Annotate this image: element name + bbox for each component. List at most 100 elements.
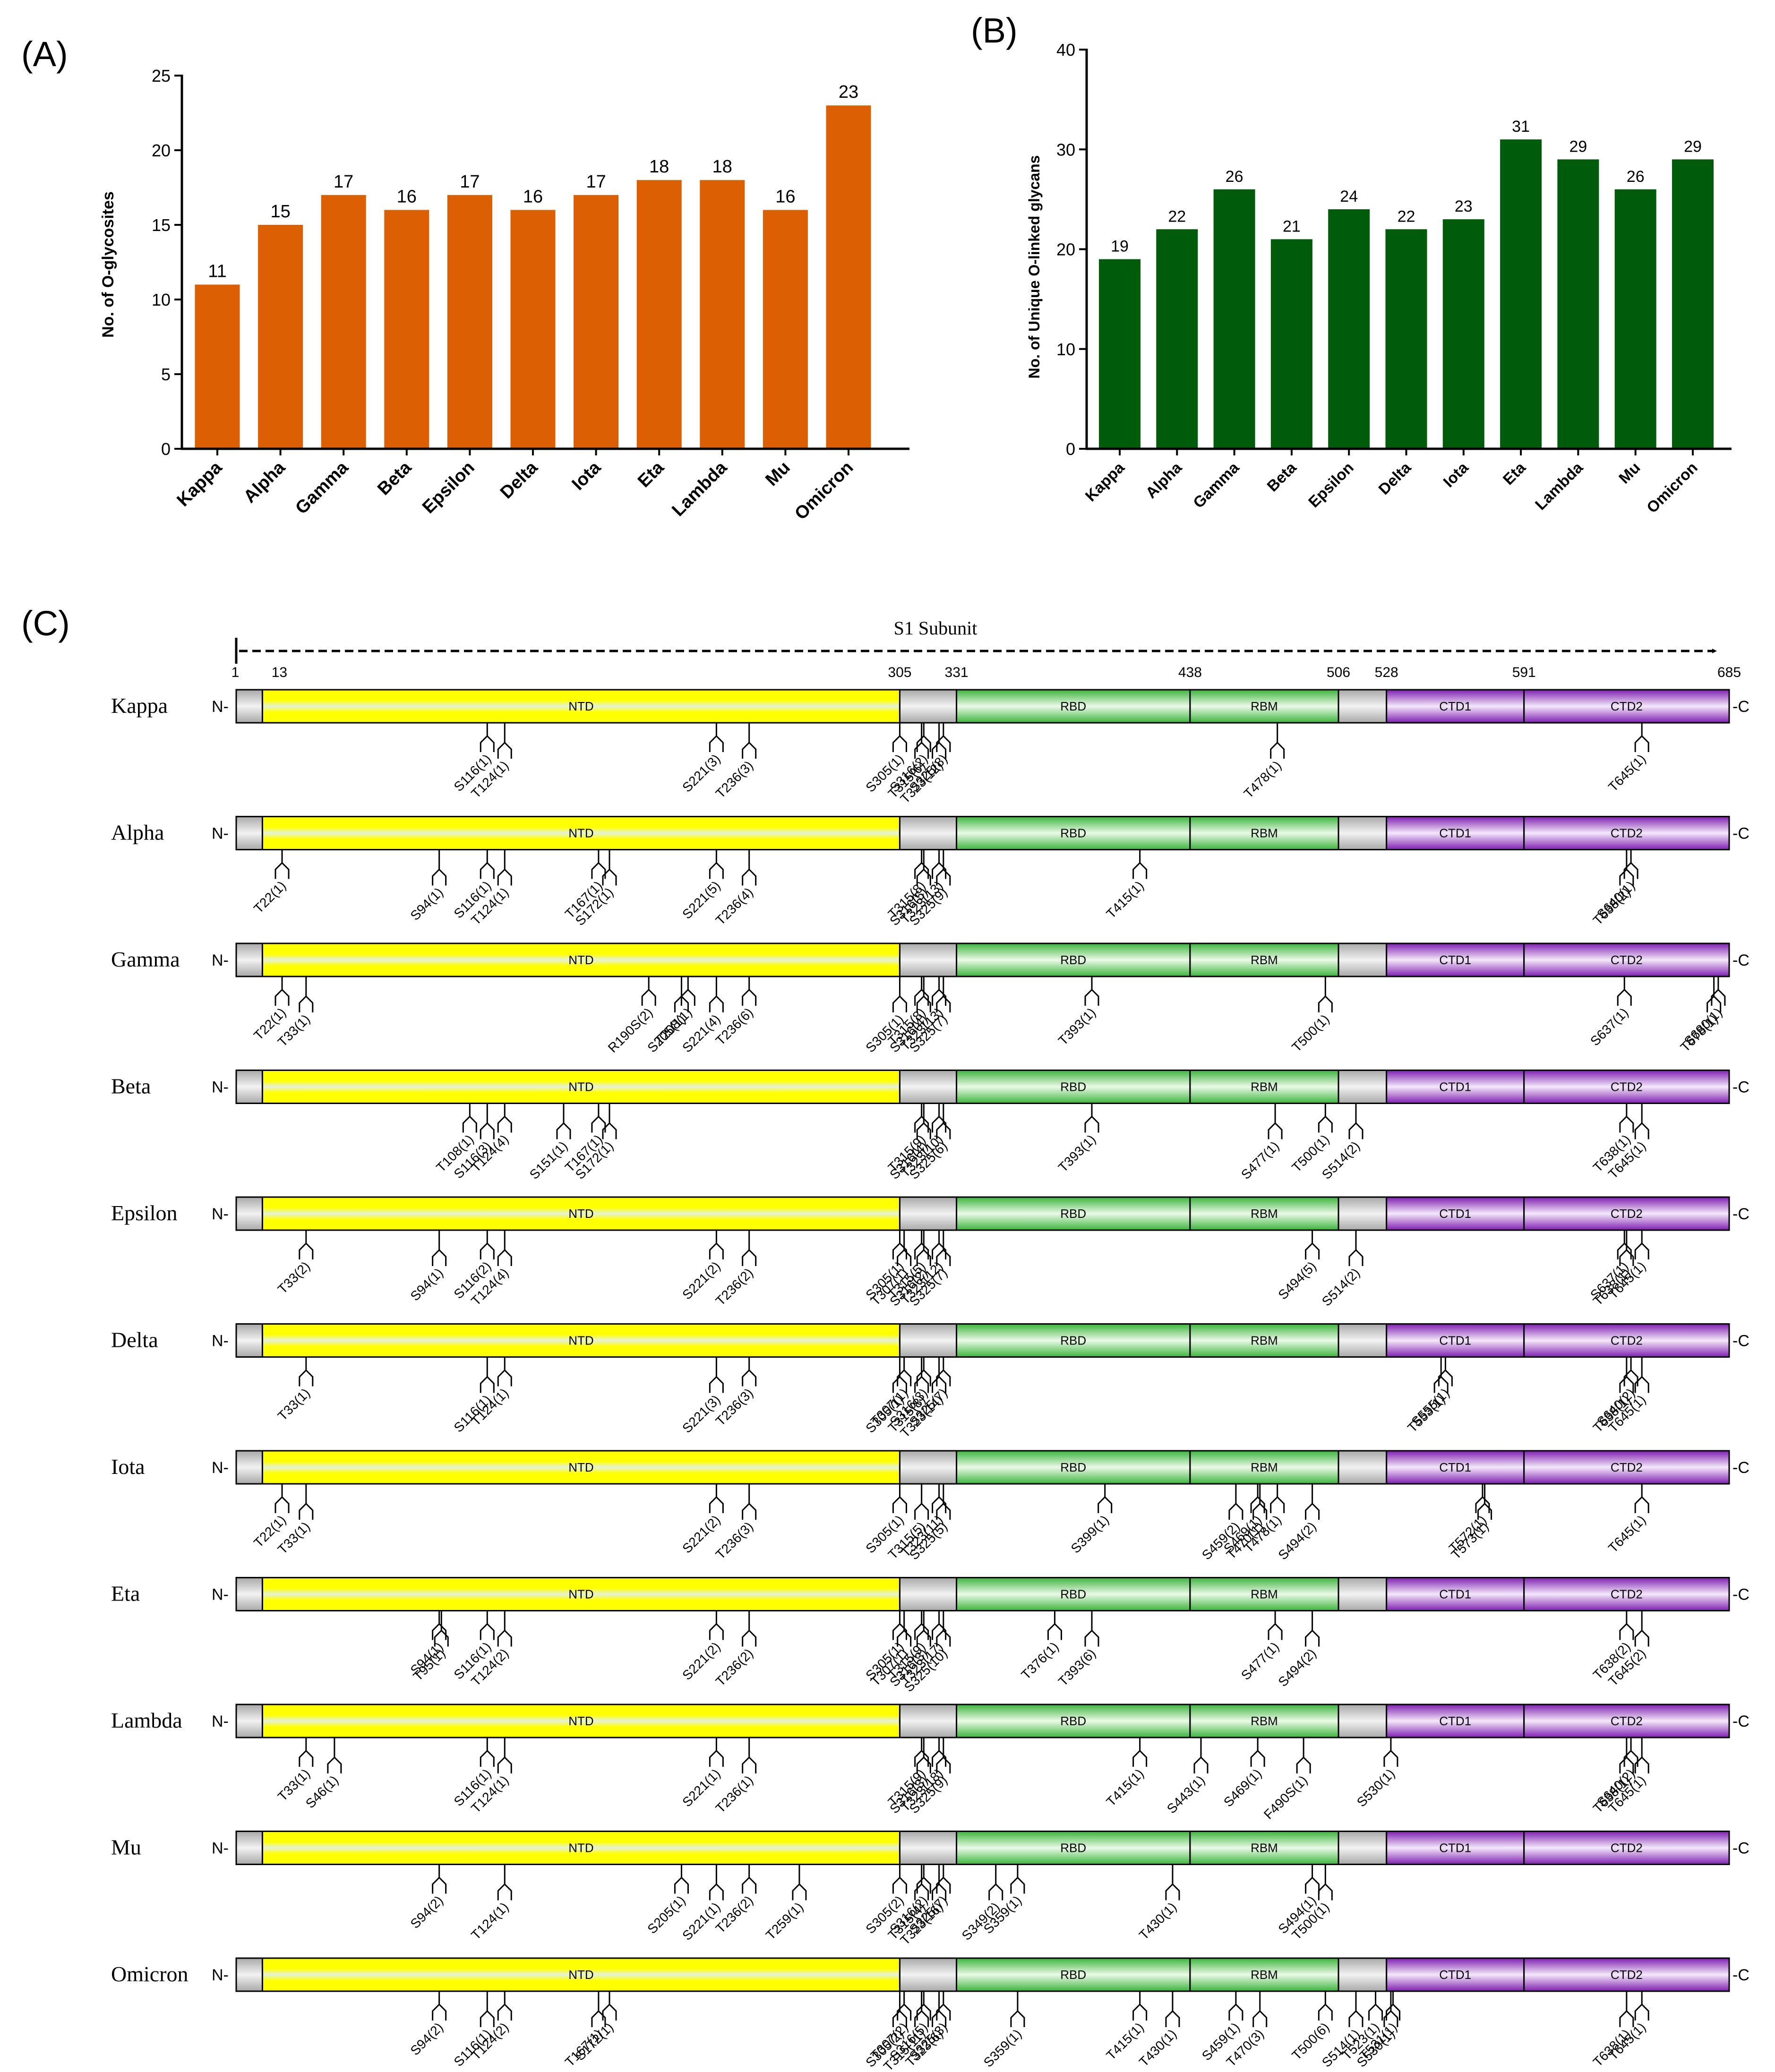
glycan-fork: [742, 1502, 757, 1520]
domain-label-rbd: RBD: [1060, 699, 1086, 713]
glycosite-t236-2: T236(2): [713, 1864, 757, 1936]
b-y-tick-label: 10: [1056, 340, 1075, 359]
glycosite-label: S94(1): [408, 885, 446, 923]
glycosite-s221-5: S221(5): [679, 849, 724, 922]
domain-label-ctd2: CTD2: [1611, 1334, 1643, 1348]
b-value-label-delta: 22: [1398, 207, 1415, 225]
domain-label-ctd1: CTD1: [1439, 1080, 1471, 1094]
glycan-fork: [916, 995, 931, 1012]
glycan-fork: [932, 2010, 947, 2027]
domain-label-rbd: RBD: [1060, 1587, 1086, 1601]
domain-linker-305: [899, 1070, 958, 1104]
domain-ctd2: [1523, 1450, 1730, 1485]
glycan-fork: [936, 2003, 951, 2021]
a-value-label-gamma: 17: [334, 172, 353, 192]
glycan-fork: [1368, 2003, 1383, 2021]
a-bar-eta: [636, 180, 682, 449]
glycosite-label: T645(1): [1605, 1512, 1648, 1555]
glycan-fork: [480, 1242, 495, 1259]
position-tick-685: 685: [1717, 665, 1741, 680]
b-category-label-eta: Eta: [1500, 458, 1529, 488]
glycosite-t645-1: T645(1): [1605, 1484, 1649, 1556]
glycosite-s443-1: S443(1): [1164, 1738, 1209, 1816]
domain-label-ntd: NTD: [568, 1587, 593, 1601]
glycan-fork: [1228, 1502, 1243, 1520]
n-terminus-label: N-: [212, 1586, 229, 1604]
glycan-fork: [897, 1629, 912, 1647]
glycan-fork: [709, 1749, 724, 1767]
glycan-fork: [432, 1623, 447, 1640]
glycan-fork: [1619, 1756, 1634, 1773]
domain-linker-305: [899, 1196, 958, 1231]
glycosite-label: S94(2): [408, 2020, 446, 2058]
a-bar-omicron: [826, 105, 871, 449]
glycosite-s94-2: S94(2): [408, 1864, 447, 1931]
c-terminus-label: -C: [1732, 1586, 1749, 1604]
glycosite-label: S477(1): [1238, 1639, 1282, 1683]
domain-ctd1: [1386, 1450, 1525, 1485]
glycosite-s530-1: S530(1): [1354, 1738, 1398, 1810]
glycan-fork: [897, 1249, 912, 1266]
glycosite-s94-2: S94(2): [408, 1991, 447, 2058]
glycan-fork: [1296, 1756, 1311, 1773]
glycan-fork: [1305, 1502, 1320, 1520]
a-value-label-epsilon: 17: [460, 172, 480, 192]
n-terminus-label: N-: [212, 1459, 229, 1477]
glycan-fork: [1252, 1502, 1268, 1520]
variant-name: Delta: [111, 1328, 158, 1352]
glycan-fork: [742, 868, 757, 886]
domain-linker-506: [1338, 689, 1388, 724]
glycosite-t415-1: T415(1): [1104, 1738, 1148, 1809]
glycan-fork: [480, 1376, 495, 1393]
c-terminus-label: -C: [1732, 1840, 1749, 1858]
glycosite-t645-1: T645(1): [1605, 723, 1649, 795]
glycosite-t500-6: T500(6): [1289, 1991, 1333, 2063]
domain-label-rbd: RBD: [1060, 1841, 1086, 1855]
domain-label-ctd2: CTD2: [1611, 1587, 1643, 1601]
glycan-fork: [1270, 741, 1285, 759]
glycan-fork: [1634, 1629, 1649, 1647]
domain-linker-305: [899, 816, 958, 850]
domain-label-ctd2: CTD2: [1611, 826, 1643, 840]
glycosite-t22-1: T22(1): [251, 849, 290, 916]
glycan-fork: [1348, 1249, 1363, 1266]
glycosite-t236-6: T236(6): [713, 976, 757, 1048]
domain-ntd: [261, 1450, 900, 1485]
glycan-fork: [936, 995, 951, 1012]
domain-rbm: [1189, 1450, 1339, 1485]
domain-label-rbm: RBM: [1251, 1334, 1278, 1348]
a-bar-gamma: [321, 195, 366, 449]
domain-label-ctd2: CTD2: [1611, 1968, 1643, 1982]
glycan-fork: [274, 862, 290, 879]
glycan-fork: [897, 1369, 912, 1387]
domain-label-rbm: RBM: [1251, 1968, 1278, 1982]
position-tick-305: 305: [888, 665, 911, 680]
domain-label-ntd: NTD: [568, 826, 593, 840]
b-bar-kappa: [1099, 259, 1140, 449]
domain-ntd: [261, 1957, 900, 1992]
domain-label-ctd2: CTD2: [1611, 1080, 1643, 1094]
domain-label-ctd1: CTD1: [1439, 1841, 1471, 1855]
glycan-fork: [1383, 2010, 1398, 2027]
b-y-tick-label: 20: [1056, 240, 1075, 259]
glycosite-t259-1: T259(1): [763, 1864, 807, 1943]
glycan-fork: [1165, 1883, 1180, 1901]
glycan-fork: [914, 1376, 929, 1393]
glycan-fork: [432, 1249, 447, 1266]
b-value-label-omicron: 29: [1684, 137, 1702, 155]
domain-ctd2: [1523, 816, 1730, 850]
glycosite-label: S494(2): [1275, 1519, 1319, 1562]
glycosite-s94-1: S94(1): [408, 849, 447, 923]
glycan-fork: [680, 988, 695, 1006]
a-value-label-eta: 18: [649, 157, 669, 177]
glycan-fork: [299, 995, 314, 1012]
c-terminus-label: -C: [1732, 1966, 1749, 1984]
glycosite-label: T376(1): [1018, 1639, 1061, 1682]
domain-label-ctd1: CTD1: [1439, 826, 1471, 840]
a-value-label-iota: 17: [586, 172, 606, 192]
glycan-fork: [709, 1242, 724, 1259]
c-terminus-label: -C: [1732, 1712, 1749, 1730]
glycan-fork: [497, 1756, 512, 1773]
glycan-fork: [1623, 862, 1638, 879]
